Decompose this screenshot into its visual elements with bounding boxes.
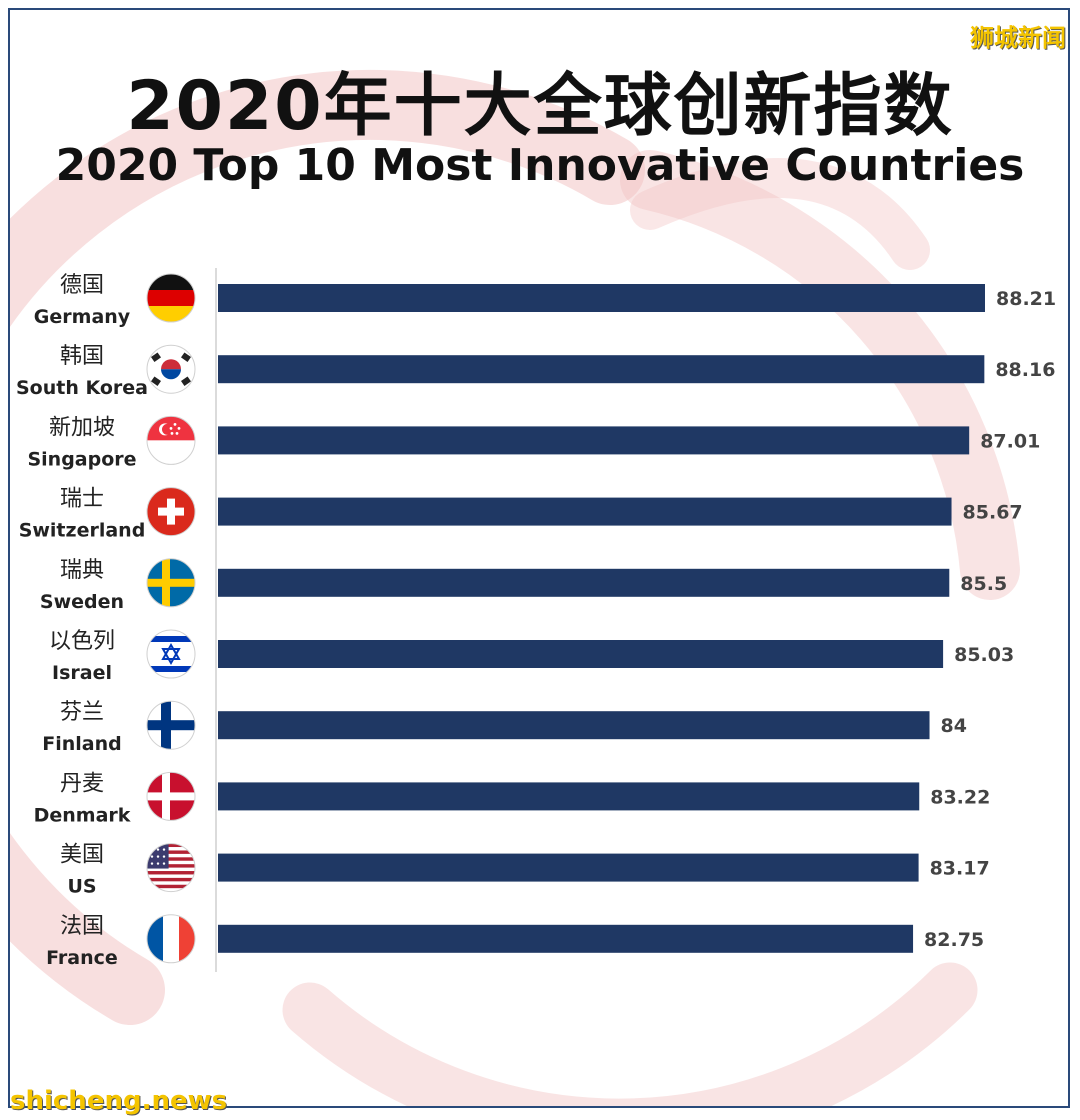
bar [218, 355, 985, 384]
denmark-flag-ring [146, 771, 196, 821]
chart-title-cn: 2020年十大全球创新指数 [126, 67, 954, 146]
value-label: 87.01 [980, 430, 1040, 452]
finland-flag-ring [146, 700, 196, 750]
israel-flag-ring [146, 629, 196, 679]
watermark-top: 狮城新闻 [970, 24, 1066, 52]
germany-flag-icon [147, 274, 195, 322]
france-flag-ring [146, 914, 196, 964]
category-label-en: France [46, 947, 118, 969]
bar [218, 284, 985, 312]
denmark-flag-icon [147, 772, 195, 821]
value-label: 84 [941, 715, 967, 737]
finland-flag-icon [147, 701, 195, 750]
category-label-en: Germany [34, 306, 131, 328]
south-korea-flag-icon [147, 345, 195, 394]
category-label-cn: 德国 [60, 273, 104, 298]
us-flag-ring [146, 843, 196, 893]
background-logo-icon [10, 69, 1020, 1106]
value-label: 85.67 [963, 502, 1023, 524]
bar [218, 924, 914, 953]
category-label-cn: 瑞士 [60, 487, 104, 512]
us-flag-icon [147, 843, 195, 892]
watermark-bottom: shicheng.news [10, 1086, 228, 1116]
category-label-en: Finland [42, 733, 121, 755]
switzerland-flag-ring [146, 487, 196, 537]
category-label-cn: 韩国 [60, 344, 104, 369]
bar [218, 640, 944, 668]
france-flag-icon [147, 914, 195, 963]
israel-flag-icon [147, 630, 195, 678]
bar [218, 853, 919, 882]
category-label-cn: 美国 [60, 843, 104, 868]
value-label: 88.21 [996, 288, 1056, 310]
bar [218, 426, 970, 455]
value-label: 83.22 [930, 786, 990, 808]
category-label-en: South Korea [16, 377, 148, 399]
south-korea-flag-ring [146, 344, 196, 394]
value-label: 82.75 [924, 929, 984, 951]
category-label-en: Sweden [40, 591, 124, 613]
value-label: 85.5 [960, 573, 1007, 595]
value-label: 85.03 [954, 644, 1014, 666]
value-label: 83.17 [930, 858, 990, 880]
category-label-cn: 新加坡 [49, 415, 115, 440]
germany-flag-ring [146, 273, 196, 323]
singapore-flag-ring [146, 415, 196, 465]
category-label-cn: 瑞典 [60, 558, 104, 583]
category-label-cn: 法国 [60, 914, 104, 939]
sweden-flag-ring [146, 558, 196, 608]
sweden-flag-icon [147, 558, 195, 607]
bar [218, 497, 952, 526]
category-label-en: Switzerland [19, 520, 146, 542]
category-label-cn: 芬兰 [60, 700, 104, 725]
bar [218, 568, 950, 597]
category-label-en: Denmark [34, 804, 131, 826]
category-label-cn: 以色列 [49, 629, 115, 654]
category-label-en: Singapore [27, 448, 136, 470]
chart-title-en: 2020 Top 10 Most Innovative Countries [55, 140, 1025, 191]
value-label: 88.16 [995, 359, 1055, 381]
bar [218, 782, 920, 811]
category-label-en: US [67, 876, 96, 898]
switzerland-flag-icon [147, 487, 195, 536]
category-label-en: Israel [52, 662, 112, 684]
category-label-cn: 丹麦 [60, 771, 104, 796]
bar [218, 711, 930, 740]
